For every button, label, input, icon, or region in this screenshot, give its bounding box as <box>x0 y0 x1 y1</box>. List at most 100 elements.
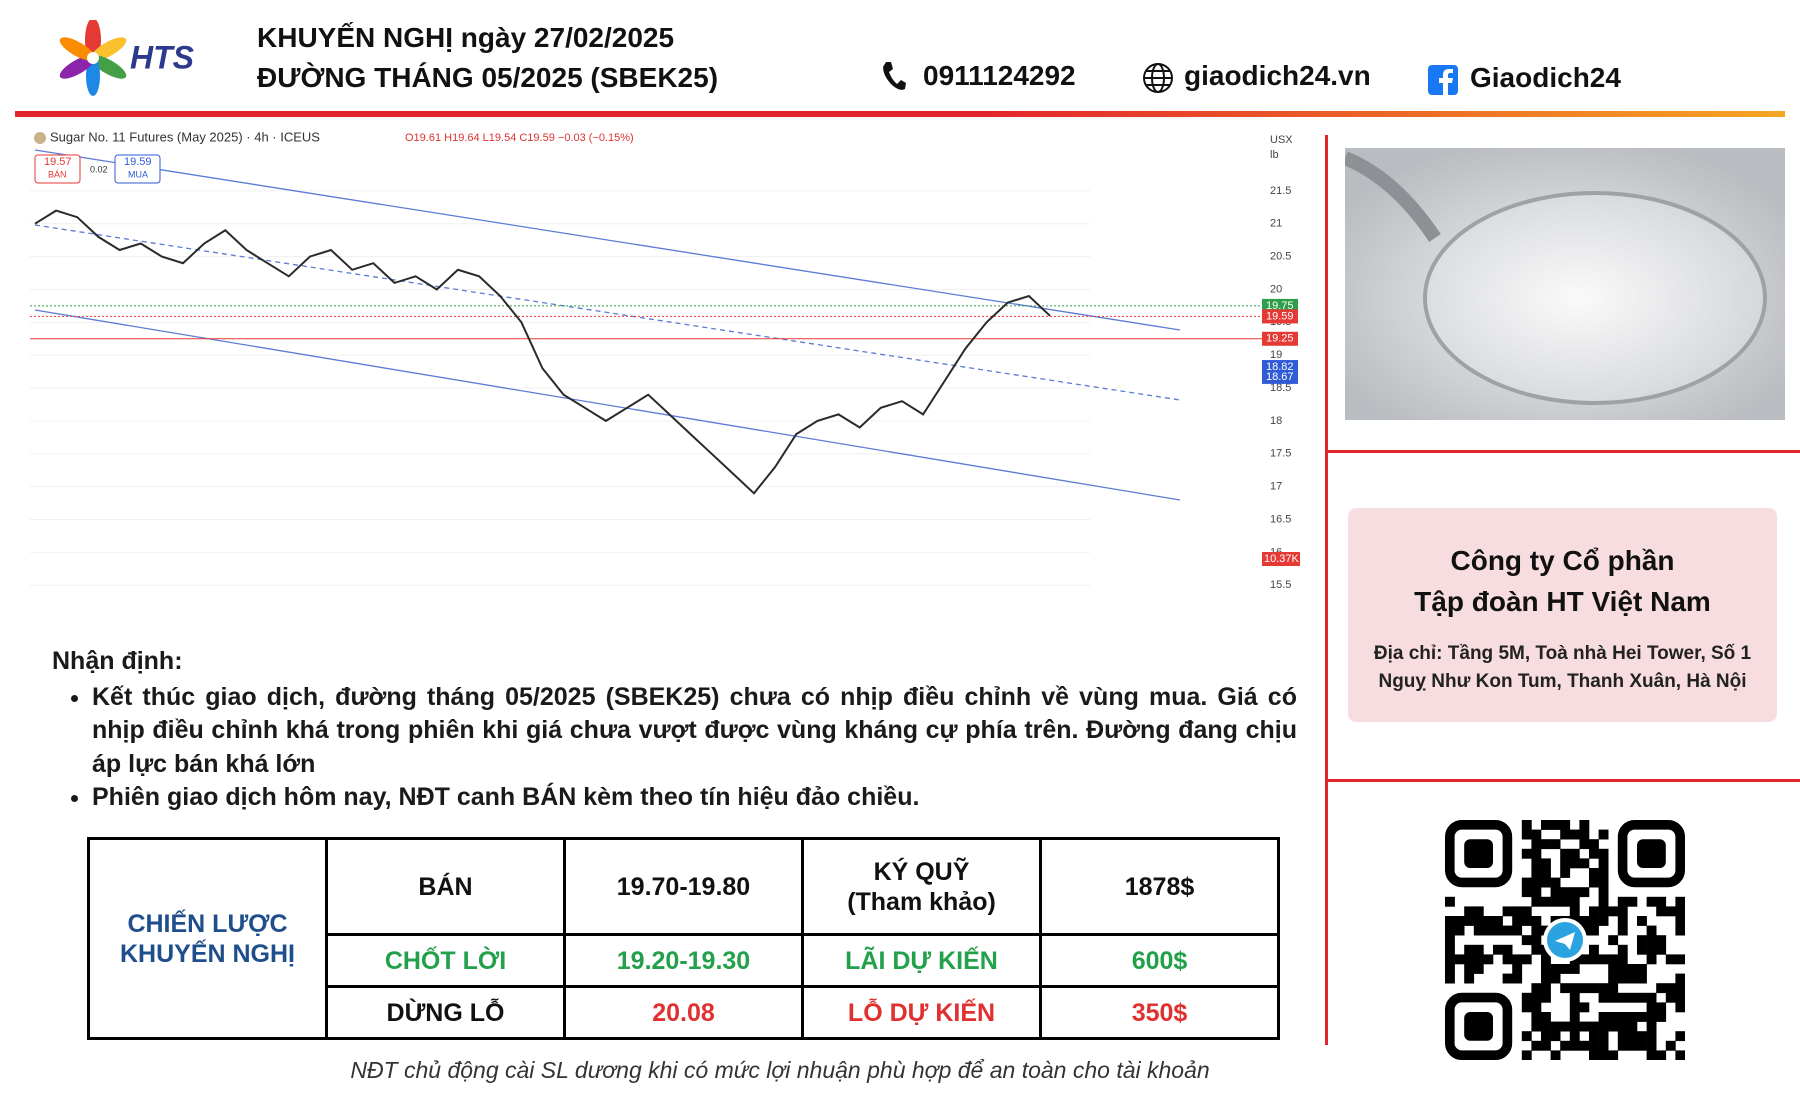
qr-module <box>1464 944 1475 955</box>
qr-module <box>1531 1040 1542 1051</box>
qr-module <box>1445 964 1455 974</box>
divider <box>1325 135 1328 1045</box>
qr-module <box>1589 906 1599 917</box>
qr-module <box>1579 839 1590 850</box>
table-row: CHỐT LỜI 19.20-19.30 LÃI DỰ KIẾN 600$ <box>89 933 1280 989</box>
buy-label: MUA <box>128 169 148 179</box>
trend-channel <box>34 309 1181 501</box>
qr-module <box>1541 1031 1551 1042</box>
qr-module <box>1617 1021 1628 1032</box>
logo: HTS <box>59 20 195 96</box>
y-tick-label: 21 <box>1270 218 1282 230</box>
qr-module <box>1637 964 1647 974</box>
qr-module <box>1569 964 1580 974</box>
qr-module <box>1617 973 1628 984</box>
qr-module <box>1589 877 1599 888</box>
price-tag <box>1262 331 1298 346</box>
qr-module <box>1445 954 1455 965</box>
qr-module <box>1589 954 1599 965</box>
phone: 0911124292 <box>923 60 1076 91</box>
qr-module <box>1502 954 1513 965</box>
qr-module <box>1541 877 1551 888</box>
qr-module <box>1579 1021 1590 1032</box>
qr-module <box>1637 1031 1647 1042</box>
qr-module <box>1560 858 1571 869</box>
table-cell: LÃI DỰ KIẾN <box>801 933 1042 989</box>
qr-module <box>1617 925 1628 936</box>
qr-module <box>1531 858 1542 869</box>
qr-module <box>1521 916 1532 926</box>
qr-module <box>1445 896 1455 907</box>
qr-module <box>1617 906 1628 917</box>
y-tick-label: 19 <box>1270 349 1282 361</box>
qr-module <box>1531 944 1542 955</box>
qr-module <box>1473 954 1484 965</box>
qr-module <box>1512 964 1523 974</box>
qr-module <box>1560 848 1571 859</box>
qr-module <box>1675 906 1685 917</box>
qr-module <box>1627 992 1638 1003</box>
qr-module <box>1646 992 1657 1003</box>
sell-price: 19.57 <box>44 156 72 168</box>
qr-module <box>1569 858 1580 869</box>
qr-module <box>1589 916 1599 926</box>
qr-module <box>1569 1031 1580 1042</box>
qr-module <box>1560 983 1571 994</box>
facebook-icon <box>1428 65 1458 95</box>
bullet: Kết thúc giao dịch, đường tháng 05/2025 … <box>92 681 1297 782</box>
qr-module <box>1569 1021 1580 1032</box>
qr-module <box>1569 992 1580 1003</box>
qr-module <box>1531 868 1542 878</box>
qr-module <box>1555 932 1575 950</box>
price-tag-label: 18.67 <box>1266 371 1294 383</box>
phone-icon <box>883 62 906 90</box>
qr-module <box>1589 839 1599 850</box>
bullet-list: Kết thúc giao dịch, đường tháng 05/2025 … <box>52 681 1297 815</box>
plot-bg <box>30 130 1300 610</box>
y-tick-label: 16.5 <box>1270 513 1291 525</box>
qr-module <box>1598 992 1609 1003</box>
qr-module <box>1541 839 1551 850</box>
qr-module <box>1531 887 1542 898</box>
qr-module <box>1541 1012 1551 1022</box>
qr-module <box>1598 1012 1609 1022</box>
website: giaodich24.vn <box>1184 60 1371 91</box>
qr-module <box>1608 1021 1619 1032</box>
y-tick-label: 17 <box>1270 481 1282 493</box>
footer-note: NĐT chủ động cài SL dương khi có mức lợi… <box>350 1057 1210 1083</box>
qr-module <box>1646 1002 1657 1013</box>
qr-module <box>1560 820 1571 830</box>
qr-module <box>1675 1050 1685 1060</box>
qr-module <box>1541 983 1551 994</box>
y-tick-label: 18 <box>1270 415 1282 427</box>
price-tag-label: 19.75 <box>1266 300 1294 312</box>
table-cell: CHỐT LỜI <box>325 933 566 989</box>
qr-module <box>1531 916 1542 926</box>
qr-module <box>1521 935 1532 946</box>
qr-module <box>1541 896 1551 907</box>
qr-module <box>1617 916 1628 926</box>
qr-module <box>1550 896 1561 907</box>
qr-module <box>1579 1002 1590 1013</box>
qr-module <box>1598 983 1609 994</box>
table-row: CHIẾN LƯỢC KHUYẾN NGHỊ BÁN 19.70-19.80 KÝ Q… <box>87 836 1280 1040</box>
qr-module <box>1665 906 1676 917</box>
qr-module <box>1541 820 1551 830</box>
qr-module <box>1512 916 1523 926</box>
title-line: KHUYẾN NGHỊ ngày 27/02/2025 <box>257 22 675 53</box>
qr-module <box>1560 887 1571 898</box>
qr-module <box>1445 973 1455 984</box>
qr-module <box>1617 1012 1628 1022</box>
qr-module <box>1675 983 1685 994</box>
price-tag <box>1262 309 1298 324</box>
qr-module <box>1454 925 1465 936</box>
symbol-icon <box>34 132 46 144</box>
sell-box <box>34 154 81 184</box>
qr-module <box>1579 858 1590 869</box>
logo-text: HTS <box>130 39 195 75</box>
y-tick-label: 17.5 <box>1270 448 1291 460</box>
qr-module <box>1550 820 1561 830</box>
qr-module <box>1656 896 1667 907</box>
qr-module <box>1464 954 1475 965</box>
qr-module <box>1608 992 1619 1003</box>
